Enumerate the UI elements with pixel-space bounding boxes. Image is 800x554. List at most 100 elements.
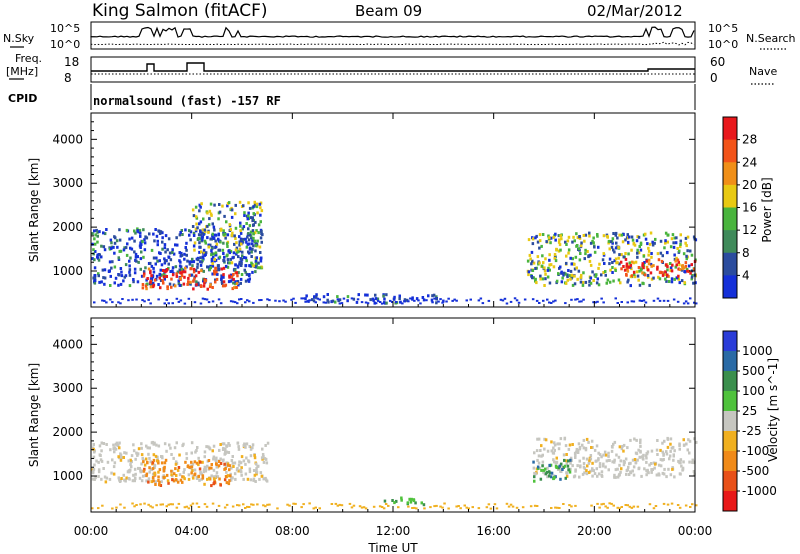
data-cell (675, 236, 678, 240)
data-cell (109, 298, 112, 301)
data-cell (664, 263, 668, 267)
noise-traces (90, 26, 695, 46)
data-cell (600, 297, 603, 300)
data-cell (574, 468, 577, 472)
data-cell (241, 250, 244, 254)
data-cell (430, 298, 434, 302)
data-cell (410, 497, 413, 501)
data-cell (161, 247, 164, 251)
data-cell (677, 260, 680, 264)
data-cell (618, 463, 621, 467)
x-tick-label: 04:00 (174, 524, 209, 538)
data-cell (202, 217, 205, 221)
data-cell (678, 263, 681, 267)
data-cell (125, 451, 128, 455)
data-cell (127, 459, 130, 463)
data-cell (195, 222, 198, 226)
data-cell (196, 258, 200, 262)
data-cell (91, 477, 95, 481)
freq-trace (91, 62, 695, 72)
data-cell (603, 262, 606, 265)
data-cell (638, 299, 642, 302)
data-cell (175, 274, 179, 278)
data-cell (557, 249, 561, 253)
data-cell (242, 225, 246, 229)
data-cell (427, 294, 430, 298)
data-cell (555, 456, 558, 460)
data-cell (171, 478, 174, 482)
data-cell (378, 505, 382, 508)
data-cell (422, 503, 426, 507)
data-cell (553, 255, 557, 259)
data-cell (146, 461, 149, 465)
data-cell (147, 267, 151, 271)
data-cell (594, 275, 597, 278)
data-cell (238, 200, 242, 204)
data-cell (100, 280, 103, 284)
data-cell (588, 234, 591, 238)
data-cell (253, 239, 257, 243)
data-cell (98, 230, 101, 234)
data-cell (254, 270, 257, 274)
data-cell (431, 294, 434, 298)
data-cell (216, 475, 220, 479)
data-cell (214, 245, 218, 248)
data-cell (693, 267, 696, 271)
data-cell (477, 299, 481, 302)
data-cell (230, 261, 234, 265)
data-cell (189, 280, 192, 284)
data-cell (239, 229, 242, 233)
data-cell (152, 442, 155, 446)
data-cell (521, 506, 525, 509)
data-cell (229, 474, 232, 478)
data-cell (139, 257, 143, 261)
data-cell (366, 293, 369, 297)
data-cell (611, 241, 614, 245)
data-cell (196, 262, 199, 266)
data-cell (207, 243, 210, 247)
data-cell (158, 272, 161, 276)
data-cell (435, 301, 438, 305)
data-cell (198, 250, 201, 254)
data-cell (611, 271, 614, 274)
data-cell (264, 476, 267, 480)
data-cell (262, 477, 265, 481)
data-cell (264, 505, 267, 508)
data-cell (240, 455, 244, 459)
data-cell (141, 283, 145, 286)
data-cell (229, 273, 233, 277)
data-cell (193, 275, 196, 279)
data-cell (615, 241, 618, 245)
data-cell (487, 503, 491, 506)
data-cell (175, 474, 178, 477)
data-cell (178, 268, 181, 272)
data-cell (247, 232, 250, 235)
data-cell (691, 273, 694, 277)
data-cell (665, 279, 668, 283)
data-cell (231, 231, 234, 235)
data-cell (118, 446, 121, 450)
data-cell (149, 271, 152, 275)
data-cell (93, 276, 97, 280)
data-cell (689, 297, 692, 300)
data-cell (548, 258, 551, 262)
data-cell (626, 233, 629, 237)
data-cell (677, 274, 680, 278)
data-cell (598, 262, 601, 266)
nave-tick-top: 60 (710, 55, 725, 69)
data-cell (216, 272, 219, 276)
data-cell (164, 259, 167, 263)
data-cell (533, 479, 536, 483)
data-cell (209, 266, 212, 270)
data-cell (206, 477, 209, 481)
data-cell (627, 252, 630, 256)
data-cell (582, 446, 586, 450)
data-cell (163, 302, 166, 305)
data-cell (181, 233, 184, 236)
data-cell (435, 297, 438, 301)
data-cell (646, 274, 650, 277)
data-cell (558, 442, 561, 446)
data-cell (666, 268, 669, 272)
data-cell (190, 273, 194, 277)
data-cell (562, 273, 565, 277)
